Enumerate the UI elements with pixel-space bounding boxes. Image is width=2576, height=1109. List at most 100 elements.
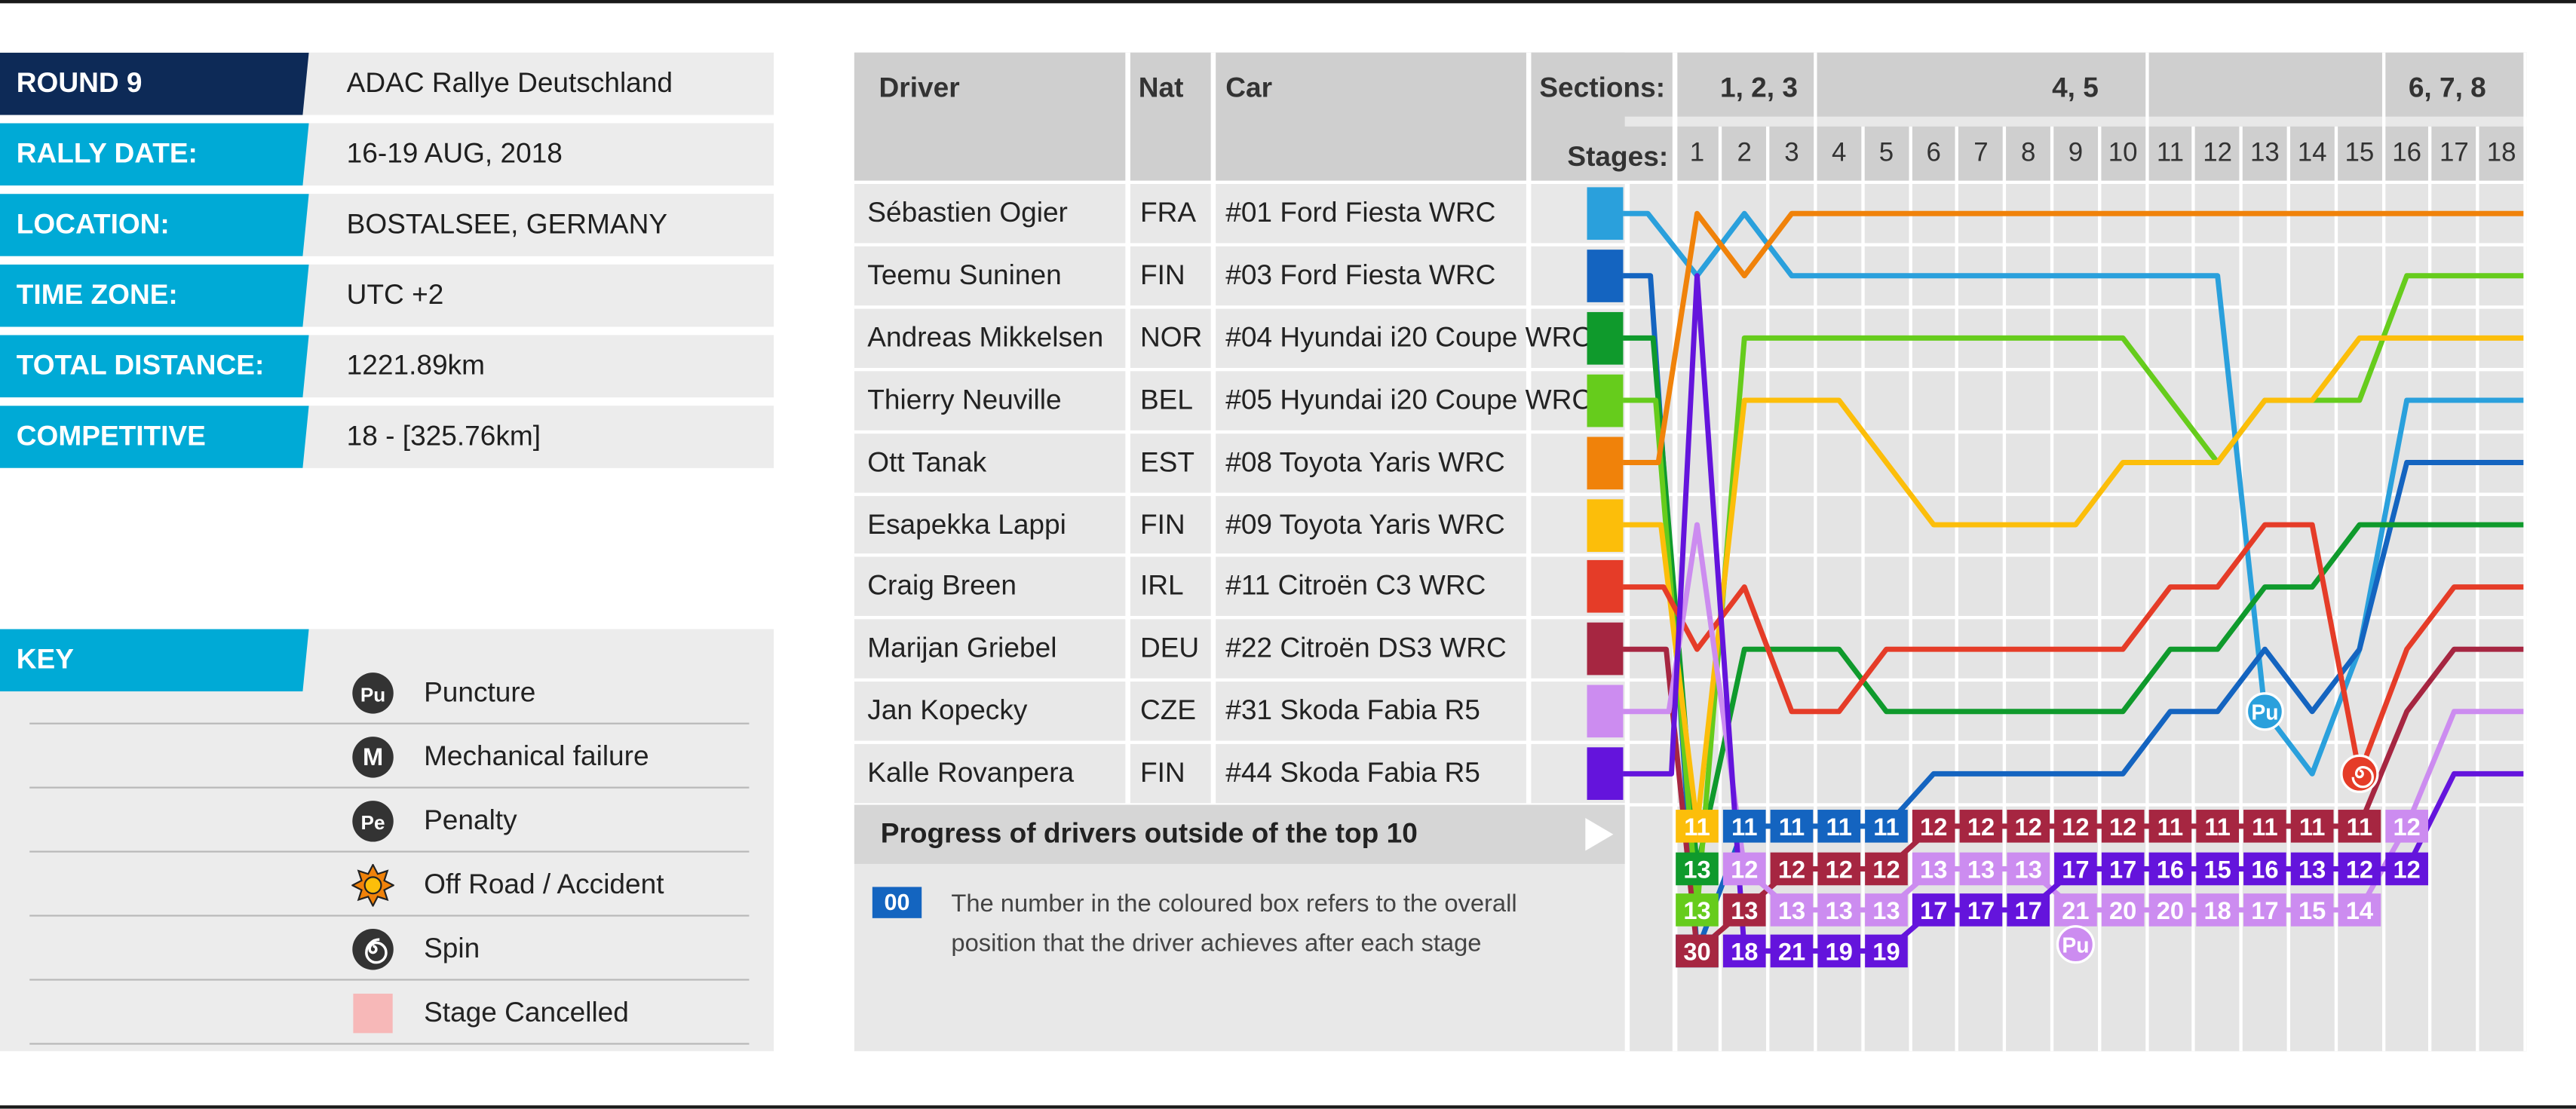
column-divider <box>1210 52 1216 805</box>
info-label: COMPETITIVE STAGES: <box>0 406 309 468</box>
stage-number: 7 <box>1973 139 1989 168</box>
position-box-label: 12 <box>2346 855 2373 883</box>
stage-divider <box>2145 52 2148 1052</box>
key-item-label: Stage Cancelled <box>424 997 629 1028</box>
stage-divider <box>1766 126 1770 1052</box>
position-box-label: 12 <box>1731 855 1758 883</box>
puncture-icon: Pu <box>352 672 394 714</box>
position-box-label: 15 <box>2204 855 2231 883</box>
final-position-label: 8 <box>2545 634 2561 663</box>
stage-divider <box>1814 52 1817 1052</box>
event-icons: Pu Pu <box>2056 692 2379 964</box>
position-box-label: 30 <box>1683 937 1710 965</box>
info-label: LOCATION: <box>0 194 309 256</box>
position-box <box>1912 852 1955 886</box>
position-box <box>1722 934 1766 968</box>
driver-line-tanak <box>1623 210 2524 465</box>
driver-line-kopecky <box>1623 522 2524 913</box>
position-box <box>1959 893 2003 927</box>
stage-divider <box>2097 126 2101 1052</box>
section-1-2-3: 1, 2, 3 <box>1719 72 1798 104</box>
stage-number: 2 <box>1737 139 1752 168</box>
top-rule <box>0 0 2576 4</box>
driver-color-swatch <box>1587 498 1624 551</box>
outside-top10-title: Progress of drivers outside of the top 1… <box>880 817 1418 850</box>
position-box-label: 12 <box>2015 813 2042 841</box>
position-box <box>2290 852 2334 886</box>
position-box-label: 17 <box>2062 855 2089 883</box>
driver-car: #09 Toyota Yaris WRC <box>1225 508 1505 540</box>
stage-divider <box>2334 126 2338 1052</box>
header-driver: Driver <box>879 72 960 104</box>
key-title: KEY <box>0 629 309 692</box>
driver-nat: FRA <box>1139 197 1197 228</box>
position-box-label: 11 <box>2204 813 2231 841</box>
position-box-label: 13 <box>2298 855 2326 883</box>
driver-car: #04 Hyundai i20 Coupe WRC <box>1225 321 1593 353</box>
key-item-label: Mechanical failure <box>424 740 649 772</box>
position-box <box>1676 852 1719 886</box>
driver-color-swatch <box>1587 374 1624 427</box>
key-item: Pe Penalty <box>29 789 750 853</box>
position-box-label: 16 <box>2251 855 2278 883</box>
stage-divider <box>2523 52 2527 1052</box>
stage-number: 3 <box>1784 139 1799 168</box>
driver-name: Marijan Griebel <box>867 633 1057 664</box>
position-box <box>2007 893 2050 927</box>
key-item-label: Spin <box>424 933 480 964</box>
key-divider <box>29 1043 750 1045</box>
driver-nat: FIN <box>1139 259 1185 291</box>
position-box-label: 20 <box>2109 896 2136 924</box>
driver-nat: IRL <box>1139 570 1184 602</box>
position-box <box>2290 893 2334 927</box>
penalty-icon: Pe <box>352 801 394 842</box>
position-box <box>1676 810 1719 843</box>
position-box-label: 12 <box>1967 813 1995 841</box>
row-divider <box>854 740 2527 745</box>
stages-header <box>1526 126 2527 182</box>
stage-number: 6 <box>1926 139 1941 168</box>
position-box <box>2196 810 2239 843</box>
position-box <box>2101 893 2145 927</box>
info-label: TIME ZONE: <box>0 264 309 327</box>
driver-name: Jan Kopecky <box>867 694 1028 727</box>
key-divider <box>29 914 750 917</box>
stage-divider <box>2428 126 2433 1052</box>
position-box-label: 17 <box>1967 896 1995 924</box>
info-row: TOTAL DISTANCE: 1221.89km <box>0 335 774 398</box>
info-value: UTC +2 <box>346 279 444 311</box>
key-divider <box>29 850 750 853</box>
driver-name: Thierry Neuville <box>867 384 1062 415</box>
driver-car: #03 Ford Fiesta WRC <box>1225 259 1496 291</box>
position-box-label: 14 <box>2346 896 2373 924</box>
info-value: 18 - [325.76km] <box>346 420 541 452</box>
section-4-5: 4, 5 <box>2052 72 2099 104</box>
driver-color-swatch <box>1587 187 1624 240</box>
stage-number: 8 <box>2020 139 2036 168</box>
table-header <box>854 52 1625 181</box>
position-box-label: 13 <box>1920 855 1947 883</box>
driver-color-swatch <box>1587 747 1624 801</box>
position-box-label: 11 <box>1779 813 1805 841</box>
position-box-label: 12 <box>1920 813 1947 841</box>
driver-car: #44 Skoda Fabia R5 <box>1225 757 1480 789</box>
driver-nat: DEU <box>1139 633 1200 664</box>
driver-car: #22 Citroën DS3 WRC <box>1225 633 1507 664</box>
position-box <box>2054 893 2097 927</box>
spin-spiral <box>2351 765 2374 789</box>
position-box-label: 18 <box>1731 937 1758 965</box>
key-item-label: Puncture <box>424 676 536 708</box>
position-box <box>1722 810 1766 843</box>
position-box <box>1817 852 1861 886</box>
stage-cancelled-icon <box>353 994 393 1034</box>
driver-name: Kalle Rovanpera <box>867 757 1075 789</box>
position-box <box>1770 810 1814 843</box>
driver-nat: FIN <box>1139 757 1185 789</box>
section-6-7-8: 6, 7, 8 <box>2408 72 2486 104</box>
info-value: BOSTALSEE, GERMANY <box>346 208 668 240</box>
position-box <box>2338 893 2381 927</box>
position-box <box>2007 810 2050 843</box>
key-divider <box>29 786 750 789</box>
driver-car: #01 Ford Fiesta WRC <box>1225 197 1496 228</box>
stage-number: 16 <box>2392 139 2422 168</box>
